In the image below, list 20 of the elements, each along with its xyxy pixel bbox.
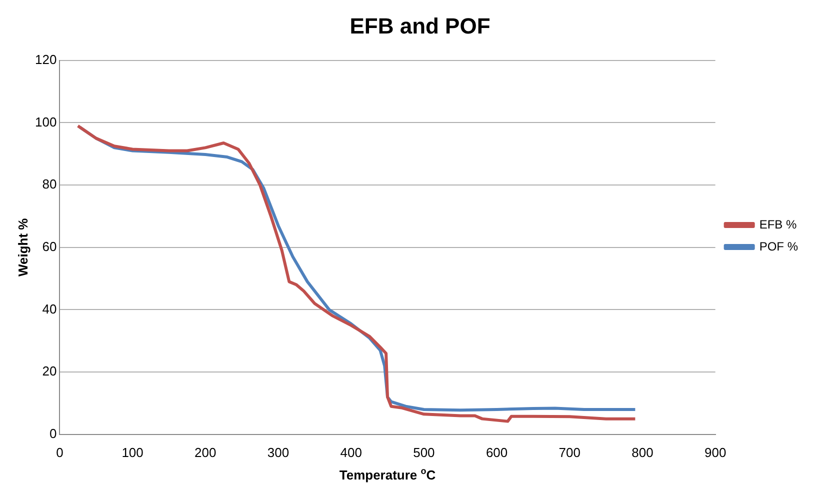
chart-title: EFB and POF (350, 13, 490, 38)
y-axis-title: Weight % (16, 218, 31, 277)
y-tick-label: 80 (42, 176, 57, 192)
y-tick-label: 40 (42, 301, 57, 316)
legend-label: POF % (759, 239, 798, 254)
x-tick-label: 600 (486, 444, 508, 460)
x-tick-label: 300 (267, 444, 290, 460)
y-tick-label: 20 (42, 364, 57, 379)
x-tick-label: 800 (632, 444, 654, 460)
x-tick-label: 900 (704, 444, 726, 460)
y-tick-label: 0 (49, 426, 57, 441)
x-tick-label: 400 (340, 444, 362, 460)
x-tick-label: 500 (413, 444, 435, 460)
x-tick-label: 100 (122, 444, 144, 460)
x-tick-label: 200 (194, 444, 216, 460)
y-tick-label: 60 (42, 238, 57, 254)
y-tick-label: 120 (34, 52, 57, 67)
x-tick-label: 700 (558, 444, 580, 460)
legend-label: EFB % (759, 217, 797, 232)
y-tick-label: 100 (34, 114, 57, 130)
